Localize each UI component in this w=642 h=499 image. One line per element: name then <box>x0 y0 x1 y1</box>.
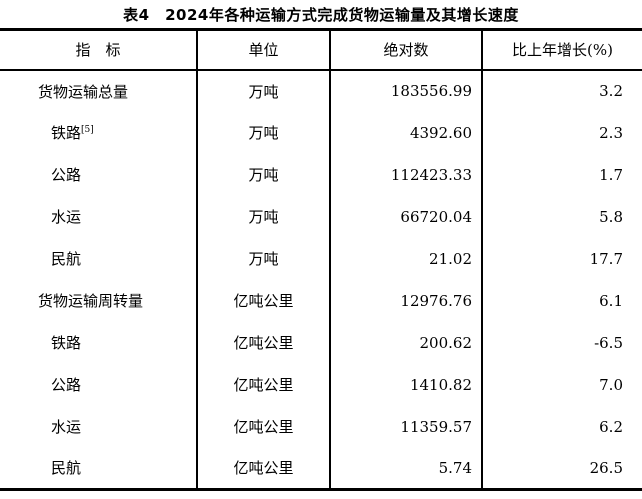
indicator-cell: 公路 <box>0 363 198 406</box>
growth-cell: 17.7 <box>589 249 623 268</box>
indicator-label: 民航 <box>51 459 82 478</box>
table-row: 货物运输总量 万吨 183556.99 3.2 <box>0 69 642 112</box>
header-row: 指 标 单位 绝对数 比上年增长(%) <box>0 29 642 71</box>
footnote-ref: [5] <box>81 125 94 135</box>
indicator-label: 货物运输周转量 <box>38 292 144 310</box>
growth-cell: 6.1 <box>599 291 623 310</box>
indicator-label: 铁路 <box>51 124 82 142</box>
indicator-cell: 货物运输总量 <box>0 69 198 112</box>
growth-cell: 26.5 <box>589 458 623 477</box>
unit-cell: 万吨 <box>197 195 331 238</box>
unit-cell: 万吨 <box>197 111 331 154</box>
growth-cell: 5.8 <box>599 207 623 226</box>
indicator-label: 货物运输总量 <box>38 82 129 101</box>
growth-cell: 1.7 <box>599 165 623 184</box>
indicator-cell: 水运 <box>0 405 198 448</box>
indicator-label: 水运 <box>51 208 82 226</box>
growth-cell: 2.3 <box>599 123 623 142</box>
indicator-label: 水运 <box>51 418 82 436</box>
table-row: 公路 亿吨公里 1410.82 7.0 <box>0 363 642 406</box>
table-header: 指 标 单位 绝对数 比上年增长(%) <box>0 29 642 71</box>
indicator-label: 民航 <box>51 250 82 268</box>
value-cell: 1410.82 <box>330 363 483 406</box>
indicator-cell: 民航 <box>0 447 198 490</box>
table-body: 货物运输总量 万吨 183556.99 3.2 铁路[5] 万吨 4392.60… <box>0 69 642 490</box>
value-cell: 112423.33 <box>330 153 483 196</box>
value-cell: 12976.76 <box>330 279 483 322</box>
value-cell: 66720.04 <box>330 195 483 238</box>
header-absolute: 绝对数 <box>330 29 483 71</box>
indicator-label: 公路 <box>51 376 82 394</box>
growth-cell: -6.5 <box>594 333 623 352</box>
freight-transport-table: 指 标 单位 绝对数 比上年增长(%) 货物运输总量 万吨 183556.99 … <box>0 28 642 491</box>
value-cell: 200.62 <box>330 321 483 364</box>
table-row: 民航 亿吨公里 5.74 26.5 <box>0 447 642 490</box>
unit-cell: 亿吨公里 <box>197 447 331 490</box>
growth-cell: 3.2 <box>599 82 623 100</box>
indicator-cell: 水运 <box>0 195 198 238</box>
header-unit: 单位 <box>197 29 331 71</box>
unit-cell: 亿吨公里 <box>197 321 331 364</box>
unit-cell: 万吨 <box>197 153 331 196</box>
indicator-cell: 民航 <box>0 237 198 280</box>
indicator-cell: 公路 <box>0 153 198 196</box>
header-indicator: 指 标 <box>0 29 198 71</box>
value-cell: 183556.99 <box>330 69 483 112</box>
table-row: 铁路 亿吨公里 200.62 -6.5 <box>0 321 642 364</box>
growth-cell: 6.2 <box>599 417 623 436</box>
table-row: 民航 万吨 21.02 17.7 <box>0 237 642 280</box>
header-growth: 比上年增长(%) <box>482 29 642 71</box>
indicator-label: 铁路 <box>51 334 82 352</box>
value-cell: 21.02 <box>330 237 483 280</box>
table-row: 水运 万吨 66720.04 5.8 <box>0 195 642 238</box>
unit-cell: 亿吨公里 <box>197 363 331 406</box>
table-row: 水运 亿吨公里 11359.57 6.2 <box>0 405 642 448</box>
indicator-cell: 铁路[5] <box>0 111 198 154</box>
unit-cell: 万吨 <box>197 69 331 112</box>
unit-cell: 万吨 <box>197 237 331 280</box>
unit-cell: 亿吨公里 <box>197 405 331 448</box>
indicator-label: 公路 <box>51 166 82 184</box>
table-row: 铁路[5] 万吨 4392.60 2.3 <box>0 111 642 154</box>
table-row: 货物运输周转量 亿吨公里 12976.76 6.1 <box>0 279 642 322</box>
indicator-cell: 铁路 <box>0 321 198 364</box>
value-cell: 4392.60 <box>330 111 483 154</box>
value-cell: 11359.57 <box>330 405 483 448</box>
indicator-cell: 货物运输周转量 <box>0 279 198 322</box>
unit-cell: 亿吨公里 <box>197 279 331 322</box>
growth-cell: 7.0 <box>599 375 623 394</box>
value-cell: 5.74 <box>330 447 483 490</box>
table-row: 公路 万吨 112423.33 1.7 <box>0 153 642 196</box>
table-title: 表4 2024年各种运输方式完成货物运输量及其增长速度 <box>123 6 519 24</box>
